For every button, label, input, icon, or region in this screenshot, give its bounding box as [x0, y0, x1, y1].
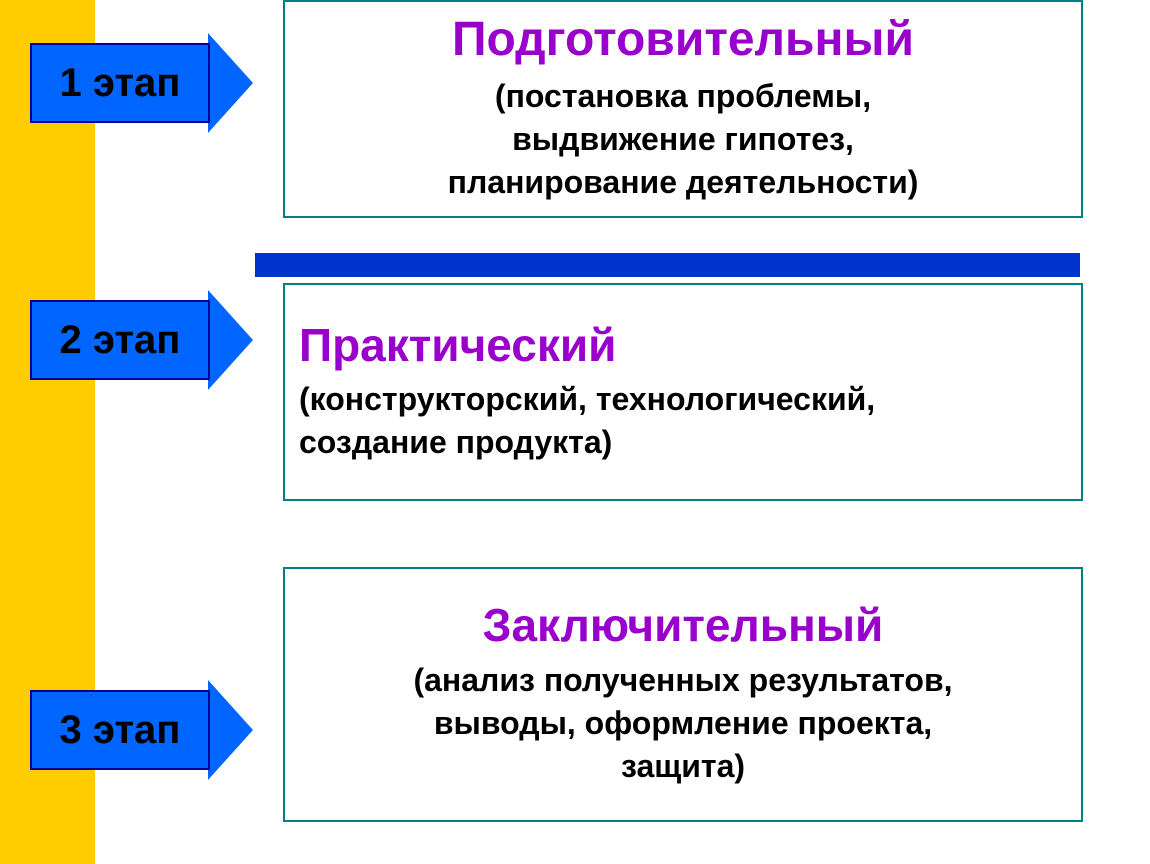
- stage-desc-line: защита): [621, 745, 745, 788]
- stage-arrow-1: 1 этап: [30, 33, 253, 133]
- stage-arrow-label: 3 этап: [30, 690, 210, 770]
- arrow-point-icon: [208, 680, 253, 780]
- stage-desc-line: (конструкторский, технологический,: [299, 378, 875, 421]
- stage-title: Практический: [299, 320, 616, 371]
- stage-arrow-label: 2 этап: [30, 300, 210, 380]
- stage-box-3: Заключительный (анализ полученных результ…: [283, 567, 1083, 822]
- stage-title: Заключительный: [483, 600, 884, 651]
- arrow-point-icon: [208, 33, 253, 133]
- stage-desc-line: (анализ полученных результатов,: [413, 659, 952, 702]
- stage-title: Подготовительный: [452, 14, 914, 67]
- stage-desc-line: создание продукта): [299, 421, 612, 464]
- stage-box-1: Подготовительный (постановка проблемы,выд…: [283, 0, 1083, 218]
- stage-desc-line: (постановка проблемы,: [495, 75, 871, 118]
- stage-arrow-3: 3 этап: [30, 680, 253, 780]
- arrow-point-icon: [208, 290, 253, 390]
- divider-bar: [255, 253, 1080, 277]
- stage-desc-line: выдвижение гипотез,: [512, 118, 854, 161]
- stage-box-2: Практический (конструкторский, технологич…: [283, 283, 1083, 501]
- stage-arrow-2: 2 этап: [30, 290, 253, 390]
- stage-arrow-label: 1 этап: [30, 43, 210, 123]
- stage-desc-line: планирование деятельности): [448, 161, 919, 204]
- stage-desc-line: выводы, оформление проекта,: [434, 702, 932, 745]
